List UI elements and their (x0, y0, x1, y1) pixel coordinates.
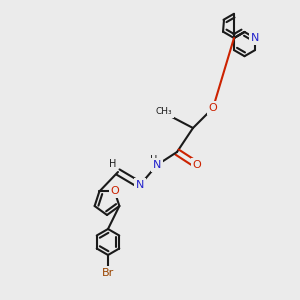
Text: O: O (193, 160, 201, 170)
Text: N: N (153, 160, 161, 170)
Text: H: H (150, 155, 158, 165)
Text: N: N (251, 33, 259, 43)
Text: O: O (110, 187, 119, 196)
Text: H: H (109, 159, 117, 169)
Text: Br: Br (102, 268, 114, 278)
Text: CH₃: CH₃ (156, 107, 172, 116)
Text: N: N (136, 180, 144, 190)
Text: O: O (208, 103, 217, 113)
